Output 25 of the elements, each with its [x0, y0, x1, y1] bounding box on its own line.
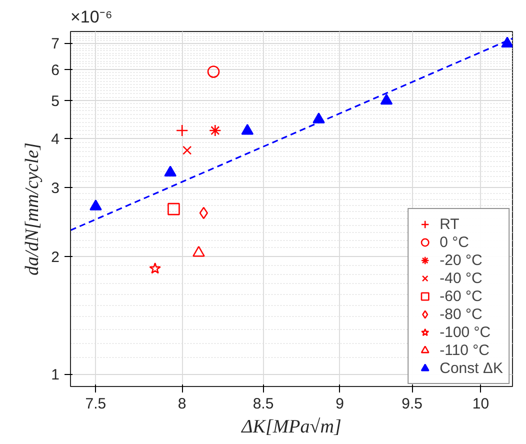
legend-label: -80 °C — [440, 305, 482, 323]
y-tick-label: 3 — [51, 180, 60, 197]
x-tick-label: 8 — [178, 396, 186, 412]
y-tick-label: 6 — [51, 62, 60, 79]
y-tick-label: 1 — [51, 366, 60, 384]
legend-label: -60 °C — [440, 287, 482, 305]
x-tick-label: 8.5 — [252, 396, 274, 412]
legend-label: RT — [440, 215, 460, 233]
legend-label: 0 °C — [440, 233, 469, 251]
x-tick-label: 10 — [472, 396, 490, 412]
legend-label: Const ΔK — [440, 359, 503, 377]
y-tick-label: 7 — [51, 36, 60, 53]
y-tick-label: 2 — [51, 248, 60, 266]
text: ×10⁻⁶ — [70, 8, 112, 26]
y-tick-label: 5 — [51, 92, 60, 110]
legend-label: -100 °C — [440, 323, 491, 341]
legend-label: -110 °C — [440, 341, 490, 359]
y-axis-title: da/dN[mm/cycle] — [22, 142, 44, 276]
legend-label: -40 °C — [440, 269, 482, 287]
legend-label: -20 °C — [440, 251, 482, 269]
x-tick-label: 9 — [336, 396, 344, 412]
x-tick-label: 9.5 — [402, 396, 423, 412]
x-tick-label: 7.5 — [85, 396, 106, 412]
x-axis-title: ΔK[MPa√m] — [240, 416, 342, 438]
y-tick-label: 4 — [51, 130, 60, 148]
